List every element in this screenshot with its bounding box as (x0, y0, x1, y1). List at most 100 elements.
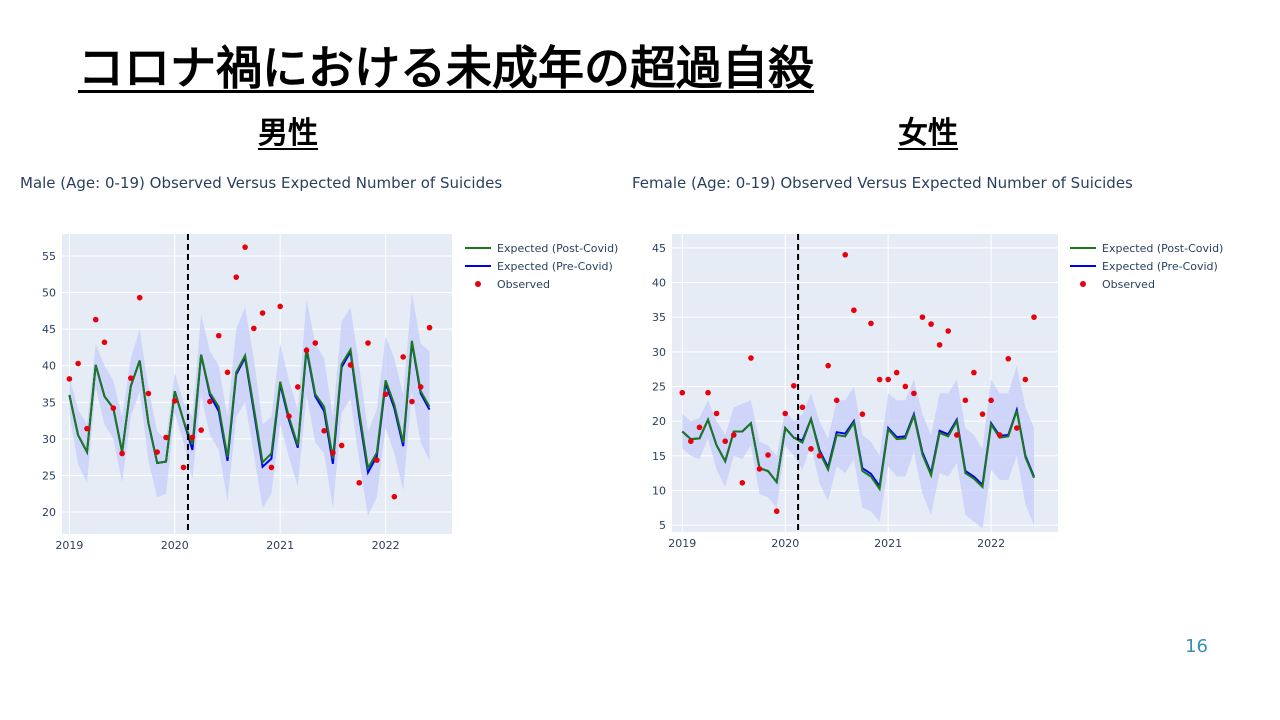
legend-item: Expected (Pre-Covid) (497, 260, 613, 273)
observed-point (996, 432, 1003, 438)
observed-point (954, 432, 960, 438)
observed-point (825, 362, 831, 369)
observed-point (876, 376, 883, 383)
observed-point (765, 452, 771, 458)
x-tick-label: 2020 (771, 537, 799, 550)
observed-point (374, 457, 380, 463)
observed-point (233, 274, 240, 280)
observed-point (911, 390, 917, 397)
x-tick-label: 2021 (874, 537, 902, 550)
observed-point (962, 397, 969, 404)
y-tick-label: 15 (652, 450, 666, 463)
observed-point (1005, 355, 1012, 362)
observed-point (851, 307, 857, 314)
y-tick-label: 20 (652, 415, 666, 428)
observed-point (180, 464, 187, 471)
legend-item: Observed (1102, 278, 1155, 291)
observed-point (347, 362, 354, 368)
observed-point (321, 428, 327, 434)
y-tick-label: 30 (42, 433, 56, 446)
observed-point (902, 383, 909, 390)
observed-point (163, 434, 169, 441)
y-tick-label: 55 (42, 250, 56, 263)
x-tick-label: 2019 (55, 539, 83, 552)
y-tick-label: 40 (42, 360, 56, 373)
observed-point (988, 397, 994, 404)
chart-title: Female (Age: 0-19) Observed Versus Expec… (632, 174, 1133, 192)
female-chart: Female (Age: 0-19) Observed Versus Expec… (632, 174, 1223, 550)
observed-point (816, 452, 823, 459)
observed-point (979, 411, 986, 417)
y-tick-label: 25 (652, 380, 666, 393)
post-covid-line (68, 340, 431, 472)
confidence-band (69, 292, 430, 516)
x-tick-label: 2019 (668, 537, 696, 550)
male-heading: 男性 (258, 116, 318, 151)
observed-point (722, 438, 729, 445)
observed-point (312, 340, 319, 346)
observed-point (808, 446, 814, 452)
observed-point (739, 479, 746, 486)
legend-swatch (1080, 281, 1086, 287)
observed-point (356, 479, 363, 486)
observed-point (893, 369, 900, 376)
observed-point (128, 375, 134, 381)
observed-point (859, 411, 866, 417)
observed-point (110, 405, 117, 411)
legend-swatch (475, 281, 481, 287)
observed-point (136, 294, 143, 301)
observed-point (294, 384, 301, 390)
observed-point (1022, 376, 1029, 383)
y-tick-label: 45 (652, 242, 666, 255)
observed-point (391, 493, 398, 500)
observed-point (365, 340, 371, 346)
observed-point (207, 398, 213, 405)
female-heading: 女性 (898, 116, 958, 151)
observed-point (409, 398, 415, 405)
y-tick-label: 35 (42, 396, 56, 409)
observed-point (790, 382, 797, 389)
observed-point (154, 449, 160, 455)
observed-point (928, 321, 934, 327)
y-tick-label: 20 (42, 506, 56, 519)
y-tick-label: 50 (42, 287, 56, 300)
observed-point (833, 397, 840, 404)
observed-point (688, 438, 694, 445)
observed-point (119, 450, 125, 457)
observed-point (215, 332, 222, 339)
x-tick-label: 2020 (161, 539, 189, 552)
observed-point (277, 303, 283, 310)
legend-item: Expected (Post-Covid) (1102, 242, 1223, 255)
observed-point (773, 508, 780, 515)
observed-point (842, 251, 849, 258)
observed-point (713, 410, 720, 417)
y-tick-label: 5 (659, 519, 666, 532)
y-tick-label: 30 (652, 346, 666, 359)
observed-point (1014, 425, 1020, 431)
observed-point (242, 244, 248, 250)
observed-point (919, 314, 926, 320)
observed-point (268, 464, 275, 471)
observed-point (868, 320, 874, 327)
observed-point (330, 449, 336, 456)
observed-point (400, 354, 406, 360)
observed-point (679, 389, 686, 396)
observed-point (101, 339, 108, 346)
x-tick-label: 2022 (372, 539, 400, 552)
observed-point (799, 404, 806, 411)
observed-point (730, 432, 737, 438)
observed-point (171, 398, 178, 404)
observed-point (92, 316, 99, 323)
observed-point (303, 347, 310, 354)
observed-point (189, 434, 196, 441)
y-tick-label: 10 (652, 484, 666, 497)
slide-title: コロナ禍における未成年の超過自殺 (78, 41, 814, 95)
observed-point (224, 369, 231, 376)
legend-item: Expected (Pre-Covid) (1102, 260, 1218, 273)
y-tick-label: 25 (42, 469, 56, 482)
observed-point (782, 410, 789, 417)
x-tick-label: 2022 (977, 537, 1005, 550)
observed-point (756, 466, 763, 472)
observed-point (748, 355, 754, 361)
observed-point (417, 384, 424, 390)
